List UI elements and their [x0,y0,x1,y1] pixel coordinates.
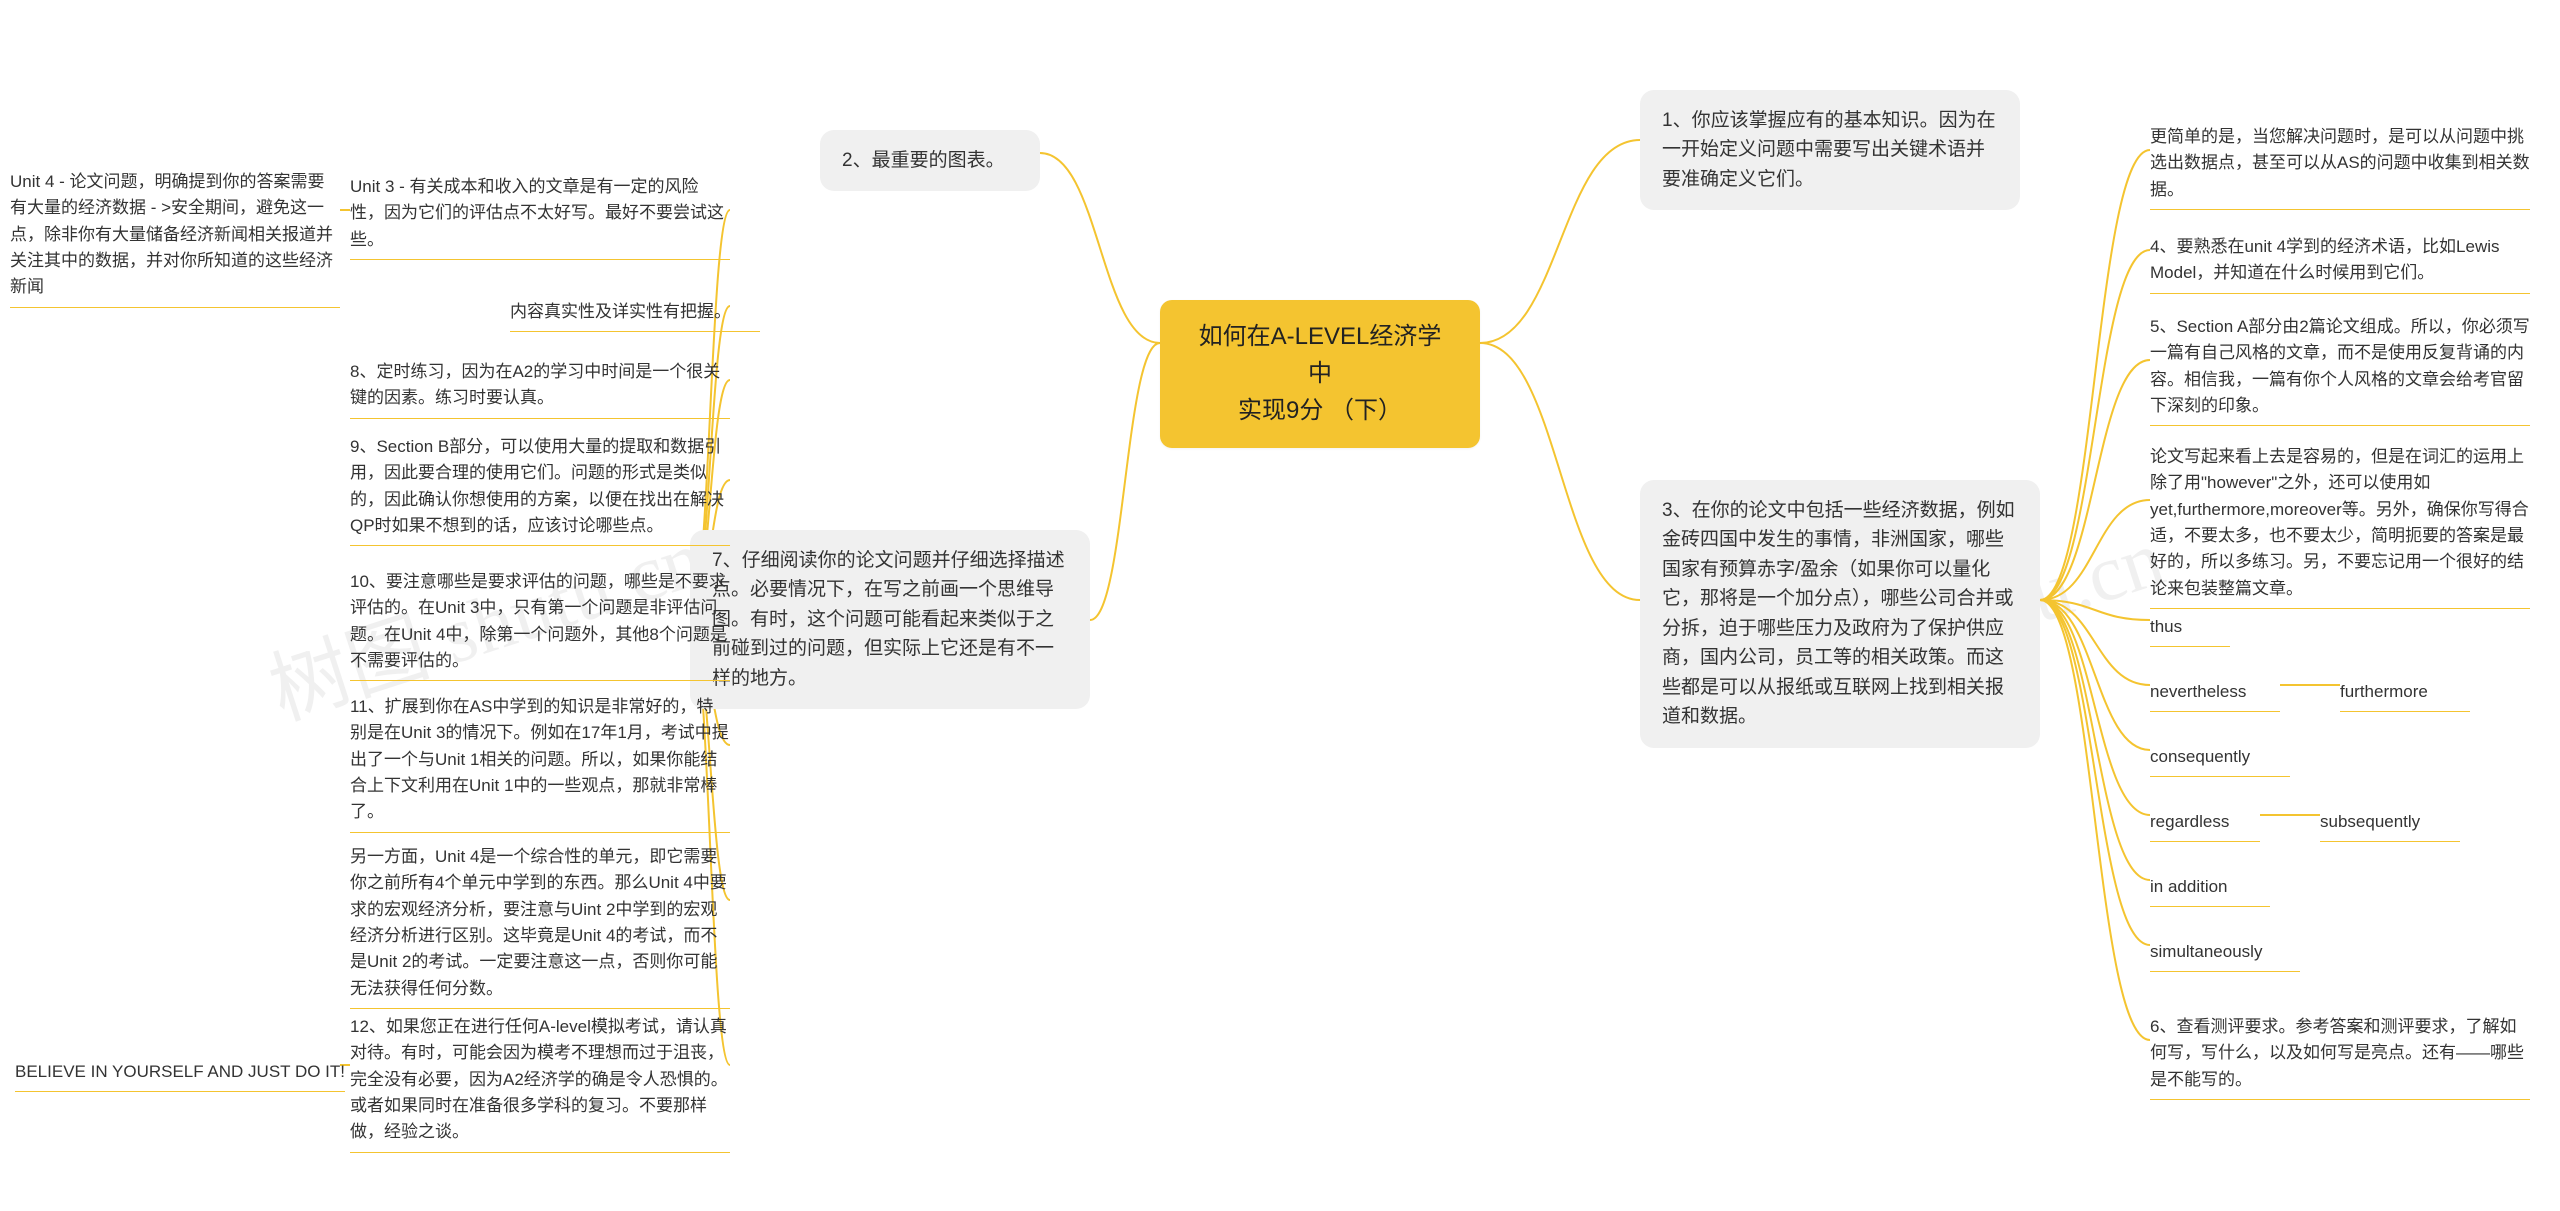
leaf-right-4[interactable]: 论文写起来看上去是容易的，但是在词汇的运用上除了用"however"之外，还可以… [2150,440,2530,609]
leaf-right-5[interactable]: thus [2150,610,2230,647]
leaf-right-9[interactable]: in addition [2150,870,2270,907]
leaf-right-6b[interactable]: furthermore [2340,675,2470,712]
main-node-7[interactable]: 7、仔细阅读你的论文问题并仔细选择描述点。必要情况下，在写之前画一个思维导图。有… [690,530,1090,709]
leaf-left-8[interactable]: 12、如果您正在进行任何A-level模拟考试，请认真对待。有时，可能会因为模考… [350,1010,730,1153]
main-node-1[interactable]: 1、你应该掌握应有的基本知识。因为在一开始定义问题中需要写出关键术语并要准确定义… [1640,90,2020,210]
mindmap-canvas: 树图 shutu.cn 树图 shutu.cn 如何在A-LEVEL经济学中实现… [0,0,2560,1211]
leaf-left-1b[interactable]: Unit 4 - 论文问题，明确提到你的答案需要有大量的经济数据 - >安全期间… [10,165,340,308]
leaf-right-7[interactable]: consequently [2150,740,2290,777]
leaf-right-10[interactable]: simultaneously [2150,935,2300,972]
leaf-right-11[interactable]: 6、查看测评要求。参考答案和测评要求，了解如何写，写什么，以及如何写是亮点。还有… [2150,1010,2530,1100]
leaf-right-3[interactable]: 5、Section A部分由2篇论文组成。所以，你必须写一篇有自己风格的文章，而… [2150,310,2530,426]
leaf-left-7[interactable]: 另一方面，Unit 4是一个综合性的单元，即它需要你之前所有4个单元中学到的东西… [350,840,730,1009]
leaf-left-1[interactable]: Unit 3 - 有关成本和收入的文章是有一定的风险性，因为它们的评估点不太好写… [350,170,730,260]
leaf-left-8b[interactable]: BELIEVE IN YOURSELF AND JUST DO IT! [15,1055,345,1092]
leaf-right-8[interactable]: regardless [2150,805,2260,842]
leaf-left-6[interactable]: 11、扩展到你在AS中学到的知识是非常好的，特别是在Unit 3的情况下。例如在… [350,690,730,833]
leaf-right-2[interactable]: 4、要熟悉在unit 4学到的经济术语，比如Lewis Model，并知道在什么… [2150,230,2530,294]
leaf-right-6[interactable]: nevertheless [2150,675,2280,712]
leaf-right-8b[interactable]: subsequently [2320,805,2460,842]
leaf-left-3[interactable]: 8、定时练习，因为在A2的学习中时间是一个很关键的因素。练习时要认真。 [350,355,730,419]
main-node-3[interactable]: 3、在你的论文中包括一些经济数据，例如金砖四国中发生的事情，非洲国家，哪些国家有… [1640,480,2040,748]
main-node-2[interactable]: 2、最重要的图表。 [820,130,1040,191]
leaf-left-4[interactable]: 9、Section B部分，可以使用大量的提取和数据引用，因此要合理的使用它们。… [350,430,730,546]
leaf-left-5[interactable]: 10、要注意哪些是要求评估的问题，哪些是不要求评估的。在Unit 3中，只有第一… [350,565,730,681]
leaf-left-2[interactable]: 内容真实性及详实性有把握。 [510,295,760,332]
leaf-right-1[interactable]: 更简单的是，当您解决问题时，是可以从问题中挑选出数据点，甚至可以从AS的问题中收… [2150,120,2530,210]
center-node[interactable]: 如何在A-LEVEL经济学中实现9分 （下） [1160,300,1480,448]
